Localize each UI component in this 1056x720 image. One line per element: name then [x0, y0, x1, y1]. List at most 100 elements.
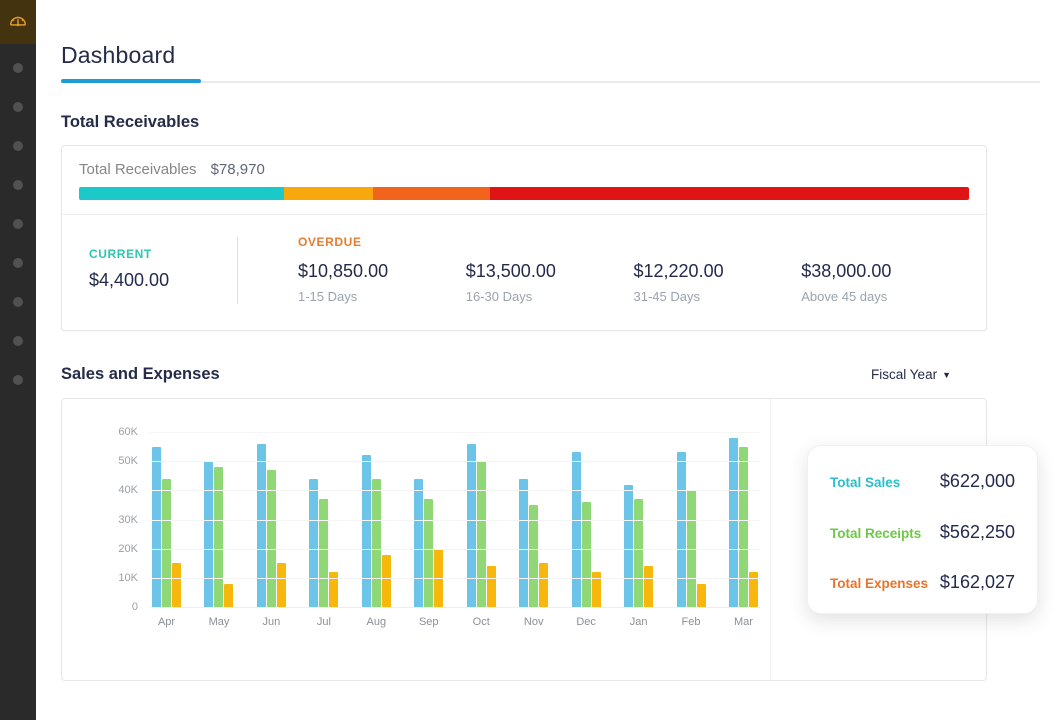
x-axis-label-may: May	[208, 616, 230, 628]
bar-expenses-dec[interactable]	[591, 572, 601, 607]
bar-sales-oct[interactable]	[466, 443, 476, 607]
bar-receipts-jul[interactable]	[319, 499, 329, 607]
aging-segment-overdue-16-30	[372, 187, 491, 200]
receivables-section-title: Total Receivables	[61, 113, 200, 131]
gauge-icon	[8, 11, 28, 34]
x-axis-label-nov: Nov	[523, 616, 544, 628]
sidebar-menu-dots	[13, 63, 23, 385]
bar-group-apr	[152, 432, 181, 607]
bar-receipts-apr[interactable]	[162, 478, 171, 607]
main-content: Dashboard Total Receivables Total Receiv…	[36, 0, 1056, 720]
overdue-period-16-30: 16-30 Days	[465, 289, 533, 304]
bar-expenses-nov[interactable]	[539, 563, 549, 607]
total-receipts-label: Total Receipts	[830, 525, 922, 541]
chevron-down-icon: ▼	[942, 369, 951, 380]
bar-expenses-may[interactable]	[224, 583, 234, 607]
y-axis-tick: 30K	[118, 513, 138, 526]
overdue-period-1-15: 1-15 Days	[298, 289, 358, 304]
sidebar-item-icon[interactable]	[13, 219, 23, 229]
sidebar-item-icon[interactable]	[13, 375, 23, 385]
receivables-card-divider	[62, 214, 986, 215]
bar-sales-nov[interactable]	[519, 478, 529, 607]
overdue-bucket: $38,000.00 Above 45 days	[801, 261, 969, 304]
totals-legend-card: Total Sales $622,000 Total Receipts $562…	[807, 445, 1038, 614]
fiscal-year-label: Fiscal Year	[871, 367, 938, 382]
gridline-20K	[150, 548, 760, 550]
bar-expenses-jun[interactable]	[276, 563, 286, 607]
legend-row-sales: Total Sales $622,000	[830, 471, 1015, 492]
x-axis-label-jan: Jan	[629, 616, 648, 628]
bar-group-aug	[361, 432, 391, 607]
bar-expenses-aug[interactable]	[381, 554, 391, 607]
bar-receipts-jun[interactable]	[266, 469, 276, 607]
bar-sales-sep[interactable]	[414, 478, 424, 607]
sidebar-item-icon[interactable]	[13, 336, 23, 346]
total-expenses-value: $162,027	[939, 572, 1015, 592]
bar-receipts-oct[interactable]	[476, 461, 486, 607]
bar-sales-feb[interactable]	[676, 452, 686, 607]
bar-receipts-may[interactable]	[214, 467, 224, 607]
sidebar-item-icon[interactable]	[13, 63, 23, 73]
gridline-50K	[150, 461, 760, 463]
bar-receipts-jan[interactable]	[634, 499, 644, 607]
bar-sales-jun[interactable]	[256, 443, 266, 607]
bar-receipts-sep[interactable]	[424, 499, 434, 607]
x-axis-labels: Apr May Jun Jul Aug Sep Oct Nov Dec Jan Feb Mar	[152, 616, 758, 628]
bar-expenses-jan[interactable]	[644, 566, 654, 607]
x-axis-label-dec: Dec	[576, 616, 596, 628]
x-axis-label-aug: Aug	[366, 616, 387, 628]
x-axis-label-jun: Jun	[262, 616, 281, 628]
sidebar-item-dashboard[interactable]	[0, 0, 36, 44]
sales-expenses-chart-card: Apr May Jun Jul Aug Sep Oct Nov Dec Jan Feb Mar 0 10…	[61, 398, 1038, 681]
overdue-amount-1-15: $10,850.00	[298, 261, 389, 281]
sidebar-item-icon[interactable]	[13, 258, 23, 268]
bar-receipts-aug[interactable]	[371, 478, 381, 607]
sidebar-item-icon[interactable]	[13, 141, 23, 151]
bar-sales-dec[interactable]	[571, 452, 581, 607]
bar-receipts-nov[interactable]	[529, 504, 539, 607]
total-expenses-label: Total Expenses	[830, 576, 929, 591]
overdue-amount-16-30: $13,500.00	[465, 261, 556, 281]
x-axis-label-oct: Oct	[472, 616, 490, 628]
bar-receipts-mar[interactable]	[738, 446, 748, 607]
bar-receipts-dec[interactable]	[581, 502, 591, 607]
bar-sales-apr[interactable]	[152, 446, 161, 607]
overdue-bucket: $12,220.00 31-45 Days	[634, 261, 802, 304]
bar-sales-mar[interactable]	[728, 437, 738, 607]
y-axis-tick: 50K	[118, 455, 138, 468]
bar-group-jan	[624, 432, 654, 607]
total-sales-label: Total Sales	[830, 475, 901, 490]
aging-segment-overdue-1-15	[283, 187, 373, 200]
sidebar-item-icon[interactable]	[13, 297, 23, 307]
x-axis-label-apr: Apr	[157, 616, 176, 628]
bar-expenses-feb[interactable]	[696, 583, 706, 607]
bar-sales-aug[interactable]	[361, 455, 371, 607]
bar-expenses-oct[interactable]	[486, 566, 496, 607]
sidebar-item-icon[interactable]	[13, 180, 23, 190]
gridline-60K	[150, 432, 760, 433]
bar-expenses-apr[interactable]	[172, 563, 181, 607]
x-axis-label-jul: Jul	[316, 616, 331, 628]
bar-group-jul	[309, 432, 339, 607]
fiscal-year-dropdown[interactable]: Fiscal Year ▼	[871, 367, 951, 382]
legend-row-expenses: Total Expenses $162,027	[830, 572, 1015, 593]
sidebar-item-icon[interactable]	[13, 102, 23, 112]
receivables-aging-bar	[79, 187, 969, 200]
bar-sales-jul[interactable]	[309, 478, 319, 607]
total-sales-value: $622,000	[939, 471, 1015, 491]
y-axis-tick: 40K	[118, 484, 138, 497]
bar-sales-may[interactable]	[204, 461, 214, 607]
bar-expenses-mar[interactable]	[748, 572, 758, 607]
bar-chart-plot: Apr May Jun Jul Aug Sep Oct Nov Dec Jan Feb Mar 0 10…	[118, 426, 760, 628]
sidebar	[0, 0, 36, 720]
x-axis-label-mar: Mar	[734, 616, 753, 628]
y-axis-tick: 10K	[118, 571, 138, 584]
receivables-summary-label: Total Receivables	[79, 161, 197, 178]
legend-row-receipts: Total Receipts $562,250	[830, 522, 1015, 543]
current-amount: $4,400.00	[89, 270, 170, 290]
current-overdue-divider	[237, 237, 238, 304]
bar-expenses-jul[interactable]	[329, 572, 339, 607]
tab-divider	[61, 79, 1040, 83]
bar-sales-jan[interactable]	[624, 484, 634, 607]
overdue-period-31-45: 31-45 Days	[633, 289, 700, 304]
